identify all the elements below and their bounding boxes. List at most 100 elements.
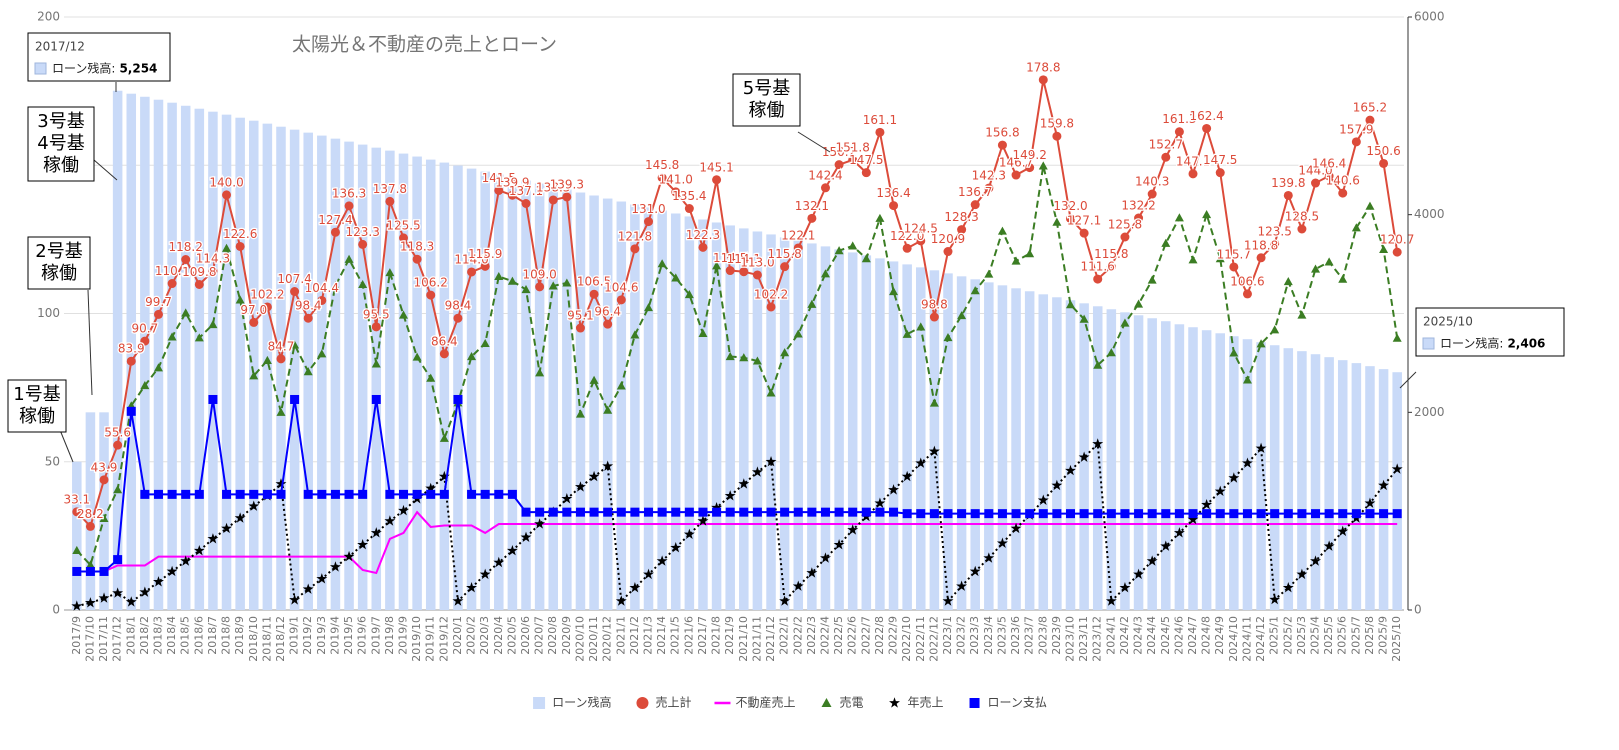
point — [834, 507, 844, 517]
point — [1283, 509, 1293, 519]
point — [615, 595, 627, 606]
point — [636, 697, 649, 709]
point — [140, 381, 150, 390]
data-label: 107.4 — [277, 272, 311, 286]
point — [276, 354, 286, 364]
x-tick-label: 2017/12 — [111, 616, 124, 662]
data-label: 43.9 — [91, 460, 118, 474]
point — [221, 522, 233, 534]
point — [480, 338, 490, 348]
point — [725, 507, 735, 517]
tooltip: 2017/12 ローン残高: 5,254 — [27, 32, 171, 92]
data-label: 106.2 — [414, 276, 448, 290]
data-label: 131.0 — [631, 202, 665, 216]
point — [370, 527, 382, 538]
x-tick-label: 2019/1 — [288, 616, 301, 655]
x-tick-label: 2023/5 — [995, 616, 1008, 655]
point — [371, 394, 381, 404]
point — [1147, 189, 1157, 199]
bar — [1038, 294, 1049, 610]
point — [72, 545, 82, 555]
point — [426, 373, 436, 382]
data-label: 127.1 — [1067, 214, 1101, 228]
point — [316, 573, 328, 584]
point — [996, 537, 1008, 548]
point — [589, 375, 599, 384]
point — [425, 482, 437, 494]
point — [929, 509, 939, 519]
data-label: 115.7 — [1217, 247, 1251, 261]
point — [1364, 497, 1376, 508]
legend-label: 売上計 — [655, 695, 691, 710]
point — [1202, 123, 1212, 133]
bar — [262, 123, 273, 610]
point — [153, 363, 163, 372]
x-tick-label: 2019/11 — [424, 616, 437, 662]
data-label: 28.2 — [77, 507, 104, 521]
bar — [956, 276, 967, 610]
bar — [875, 258, 885, 610]
point — [698, 507, 708, 517]
point — [399, 310, 408, 319]
point — [1011, 509, 1021, 519]
bar — [1337, 360, 1348, 610]
point — [875, 127, 885, 137]
x-tick-label: 2025/4 — [1309, 616, 1322, 655]
point — [1337, 525, 1349, 537]
point — [915, 457, 927, 468]
bar — [916, 267, 926, 610]
bar — [371, 147, 382, 611]
legend-label: 不動産売上 — [735, 695, 795, 710]
point — [683, 528, 695, 540]
point — [85, 566, 95, 576]
point — [1297, 310, 1307, 319]
point — [507, 276, 517, 285]
point — [1120, 318, 1130, 327]
x-tick-label: 2021/8 — [710, 616, 723, 655]
point — [548, 507, 558, 517]
data-label: 132.1 — [795, 199, 829, 213]
annotation-box — [27, 106, 95, 182]
x-tick-label: 2024/7 — [1186, 616, 1199, 655]
point — [99, 513, 109, 522]
bar — [466, 168, 477, 610]
point — [234, 512, 246, 523]
bar — [766, 234, 776, 610]
bar — [1106, 309, 1117, 610]
point — [1270, 325, 1280, 334]
point — [85, 521, 95, 531]
data-label: 104.4 — [305, 281, 339, 295]
tooltip-value: 5,254 — [119, 62, 157, 76]
bar — [276, 126, 286, 610]
x-tick-label: 2021/11 — [750, 616, 763, 662]
lines — [71, 75, 1403, 611]
x-tick-label: 2025/3 — [1295, 616, 1308, 655]
data-label: 142.4 — [808, 168, 842, 182]
point — [453, 394, 463, 404]
point — [1120, 509, 1130, 519]
point — [535, 507, 545, 517]
point — [139, 586, 151, 597]
line — [76, 165, 1399, 567]
point — [153, 309, 163, 319]
bar — [1242, 339, 1253, 610]
point — [1365, 509, 1375, 519]
point — [181, 255, 191, 265]
point — [140, 489, 150, 499]
data-label: 98.4 — [295, 299, 322, 313]
data-label: 140.0 — [209, 175, 243, 189]
point — [943, 509, 953, 519]
annotation-leader — [93, 159, 118, 181]
data-label: 109.8 — [182, 265, 216, 279]
point — [671, 507, 681, 517]
bar — [221, 114, 232, 610]
point — [153, 489, 163, 499]
point — [657, 173, 667, 183]
data-label: 136.4 — [876, 186, 910, 200]
data-label: 161.1 — [863, 113, 897, 127]
point — [847, 524, 859, 535]
point — [1066, 300, 1075, 309]
point — [1256, 253, 1266, 263]
point — [751, 466, 763, 477]
bar — [249, 120, 259, 610]
